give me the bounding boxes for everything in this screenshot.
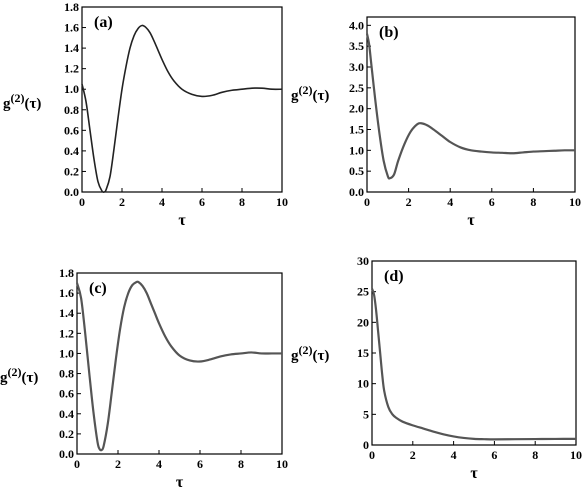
y-axis-title-base: g	[0, 370, 8, 386]
y-tick-label: 3.0	[349, 60, 364, 74]
x-tick-label: 0	[364, 195, 370, 209]
series-line	[75, 280, 282, 452]
x-tick-label: 6	[489, 195, 495, 209]
y-tick-label: 20	[357, 315, 369, 329]
y-tick-label: 1.4	[64, 41, 79, 55]
panel-a: 0 2 4 6 8 100.00.20.40.60.81.01.21.41.61.8τg(…	[3, 0, 288, 229]
x-axis-title: τ	[470, 465, 478, 482]
y-tick-label: 15	[357, 346, 369, 360]
panel-label: (a)	[94, 14, 113, 31]
y-tick-label: 0.6	[59, 387, 74, 401]
y-tick-label: 30	[357, 254, 369, 268]
x-tick-label: 8	[238, 457, 244, 471]
y-tick-label: 0.8	[64, 103, 79, 117]
y-tick-label: 2.5	[349, 81, 364, 95]
x-tick-label: 2	[115, 457, 121, 471]
y-tick-label: 1.6	[64, 21, 79, 35]
y-axis-title-base: g	[291, 348, 299, 364]
y-tick-label: 1.8	[64, 0, 79, 14]
y-tick-label: 0.2	[64, 164, 79, 178]
series-line	[365, 33, 576, 180]
y-tick-label: 10	[357, 377, 369, 391]
x-axis-title: τ	[178, 212, 186, 229]
y-axis-title-sup: (2)	[8, 365, 22, 379]
x-tick-label: 8	[530, 195, 536, 209]
plot-frame	[81, 6, 283, 193]
y-tick-label: 1.5	[349, 123, 364, 137]
y-tick-label: 1.2	[59, 326, 74, 340]
y-axis-title-arg: (τ)	[25, 96, 42, 112]
y-axis-title-arg: (τ)	[313, 88, 330, 104]
panel-b: 0 2 4 6 8 100.00.51.01.52.02.53.03.54.0τg(2)(…	[291, 16, 581, 229]
y-tick-label: 0.4	[59, 407, 74, 421]
y-axis-title-sup: (2)	[299, 83, 313, 97]
x-tick-label: 4	[159, 195, 165, 209]
x-axis-title: τ	[467, 212, 475, 229]
x-tick-label: 10	[569, 195, 581, 209]
y-tick-label: 1.0	[64, 82, 79, 96]
y-tick-label: 3.5	[349, 39, 364, 53]
x-tick-label: 0	[74, 457, 80, 471]
x-tick-label: 4	[447, 195, 453, 209]
y-axis-title-sup: (2)	[299, 343, 313, 357]
y-tick-label: 0.6	[64, 123, 79, 137]
x-tick-label: 4	[451, 448, 457, 462]
series-line	[370, 288, 577, 441]
x-tick-label: 6	[491, 448, 497, 462]
x-tick-label: 4	[156, 457, 162, 471]
y-tick-label: 0.2	[59, 427, 74, 441]
y-axis-title-base: g	[291, 88, 299, 104]
x-tick-label: 10	[276, 457, 288, 471]
y-tick-label: 25	[357, 285, 369, 299]
x-tick-label: 0	[369, 448, 375, 462]
x-tick-label: 8	[239, 195, 245, 209]
y-tick-label: 1.4	[59, 306, 74, 320]
x-tick-label: 2	[406, 195, 412, 209]
panel-label: (c)	[89, 280, 107, 297]
y-axis-title-arg: (τ)	[22, 370, 39, 386]
plot-frame	[76, 272, 283, 455]
x-tick-label: 6	[197, 457, 203, 471]
y-tick-label: 1.6	[59, 286, 74, 300]
x-tick-label: 2	[410, 448, 416, 462]
y-tick-label: 1.2	[64, 62, 79, 76]
series-line	[81, 24, 283, 194]
panel-label: (b)	[379, 24, 399, 41]
panel-d: 0 2 4 6 8 10 0 5 10 15 20 25 30 τ g(2)(τ) (d)	[291, 254, 582, 482]
y-tick-label: 1.0	[349, 143, 364, 157]
x-tick-label: 10	[276, 195, 288, 209]
y-tick-label: 1.0	[59, 346, 74, 360]
y-axis-title: g(2)(τ)	[0, 365, 38, 386]
y-tick-label: 0.4	[64, 144, 79, 158]
x-tick-label: 2	[119, 195, 125, 209]
panel-label: (d)	[384, 268, 404, 285]
y-axis-title: g(2)(τ)	[291, 343, 329, 364]
y-tick-label: 0	[363, 438, 369, 452]
y-tick-label: 0.0	[59, 447, 74, 461]
x-tick-label: 6	[199, 195, 205, 209]
y-tick-label: 0.0	[349, 185, 364, 199]
y-axis-title: g(2)(τ)	[3, 91, 41, 112]
y-axis-title-sup: (2)	[11, 91, 25, 105]
y-tick-label: 0.0	[64, 185, 79, 199]
y-tick-label: 4.0	[349, 18, 364, 32]
y-tick-label: 0.8	[59, 367, 74, 381]
x-axis-title: τ	[176, 474, 184, 490]
y-axis-title-base: g	[3, 96, 11, 112]
plot-frame	[366, 16, 576, 193]
panel-c: 0 2 4 6 8 100.00.20.40.60.81.01.21.41.61.8τg(…	[0, 266, 288, 490]
y-tick-label: 5	[363, 407, 369, 421]
y-tick-label: 2.0	[349, 102, 364, 116]
y-axis-title-arg: (τ)	[313, 348, 330, 364]
y-tick-label: 0.5	[349, 164, 364, 178]
x-tick-label: 8	[532, 448, 538, 462]
x-tick-label: 0	[79, 195, 85, 209]
y-tick-label: 1.8	[59, 266, 74, 280]
x-tick-label: 10	[570, 448, 582, 462]
plot-frame	[371, 260, 577, 446]
y-axis-title: g(2)(τ)	[291, 83, 329, 104]
